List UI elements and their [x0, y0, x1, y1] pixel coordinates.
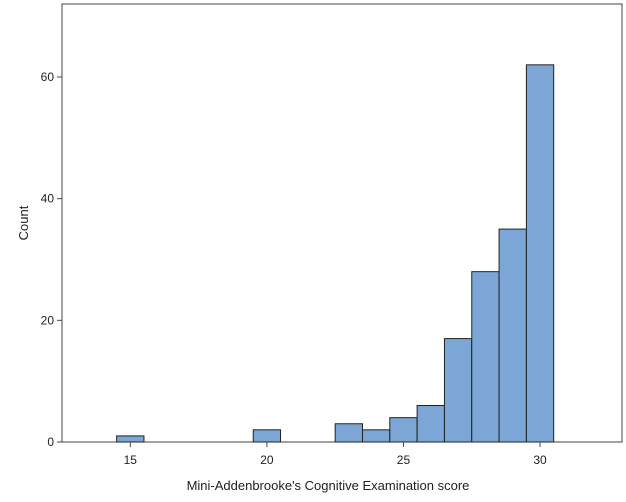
- histogram-bar: [252, 429, 282, 443]
- x-tick-label: 20: [260, 453, 274, 467]
- y-tick-label: 60: [41, 70, 55, 84]
- histogram-bar: [525, 64, 555, 443]
- y-tick-label: 40: [41, 192, 55, 206]
- x-axis-title: Mini-Addenbrooke's Cognitive Examination…: [187, 478, 470, 493]
- histogram-bar: [443, 338, 473, 443]
- y-axis-ticks: 0 20 40 60: [41, 70, 62, 449]
- x-tick-label: 15: [124, 453, 138, 467]
- x-tick-label: 25: [397, 453, 411, 467]
- x-tick-label: 30: [533, 453, 547, 467]
- histogram-bar: [116, 435, 145, 443]
- y-tick-label: 0: [47, 435, 54, 449]
- histogram-bar: [416, 405, 445, 443]
- histogram-bar: [334, 423, 363, 443]
- bars-group: [116, 64, 555, 443]
- y-tick-label: 20: [41, 313, 55, 327]
- x-axis-ticks: 15 20 25 30: [124, 442, 547, 467]
- histogram-bar: [498, 228, 527, 443]
- y-axis-title: Count: [16, 205, 31, 240]
- histogram-bar: [389, 417, 418, 443]
- histogram-bar: [361, 429, 391, 443]
- histogram-bar: [471, 271, 500, 443]
